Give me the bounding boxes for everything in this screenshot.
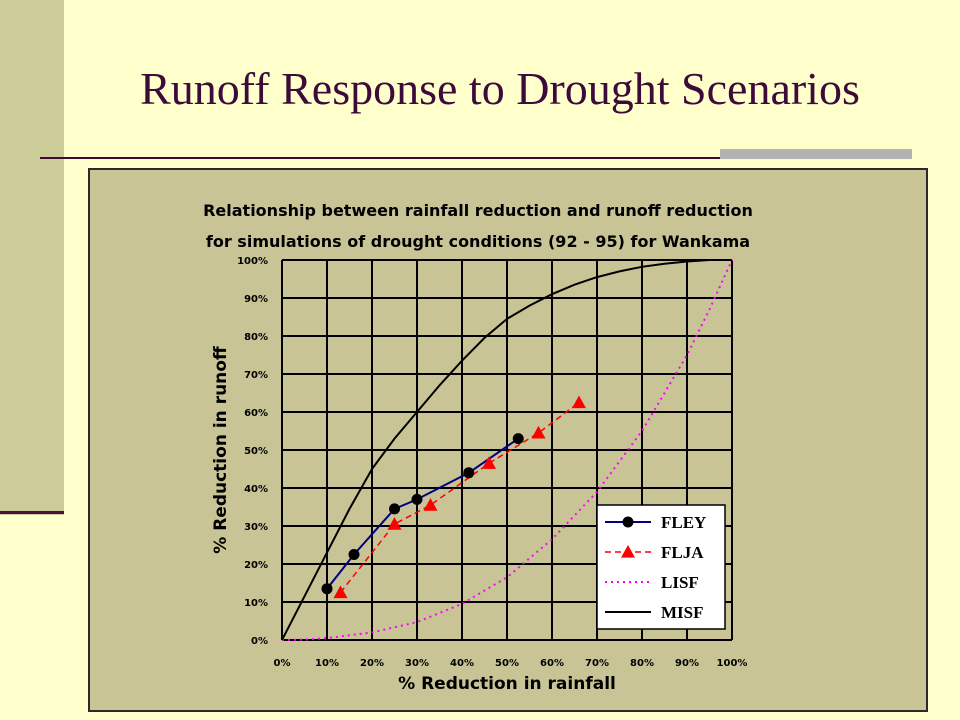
- x-tick-label: 100%: [717, 658, 748, 669]
- x-tick-label: 60%: [540, 658, 564, 669]
- x-tick-label: 10%: [315, 658, 339, 669]
- side-accent-line: [0, 511, 64, 514]
- series-misf-line: [281, 259, 732, 641]
- legend-fley-label: FLEY: [661, 513, 706, 532]
- series-fley-line: [326, 437, 519, 590]
- x-tick-label: 20%: [360, 658, 384, 669]
- y-tick-label: 60%: [244, 408, 268, 419]
- y-tick-label: 0%: [251, 636, 268, 647]
- legend-box: [596, 504, 726, 630]
- series-flja-point: [423, 498, 438, 511]
- legend-fley-marker: [622, 516, 634, 528]
- y-tick-label: 10%: [244, 598, 268, 609]
- y-tick-label: 80%: [244, 332, 268, 343]
- y-tick-label: 90%: [244, 294, 268, 305]
- series-flja-point: [482, 456, 496, 469]
- side-band: [0, 0, 64, 515]
- y-tick-label: 30%: [244, 522, 268, 533]
- y-tick-label: 70%: [244, 370, 268, 381]
- x-axis-label: % Reduction in rainfall: [398, 674, 616, 694]
- x-tick-label: 0%: [274, 658, 291, 669]
- series-fley-point: [389, 503, 400, 515]
- series-flja-point: [572, 395, 586, 409]
- x-tick-label: 40%: [450, 658, 474, 669]
- y-axis-label: % Reduction in runoff: [211, 346, 231, 554]
- legend-flja-label: FLJA: [661, 543, 704, 562]
- series-fley-point: [463, 467, 475, 479]
- series-flja-line: [339, 401, 580, 593]
- y-tick-label: 100%: [237, 256, 268, 267]
- series-fley-point: [411, 493, 423, 505]
- chart-title-line: Relationship between rainfall reduction …: [203, 201, 753, 220]
- series-fley-point: [321, 583, 333, 595]
- series-flja-point: [387, 517, 402, 530]
- x-tick-label: 70%: [585, 658, 609, 669]
- title-divider: [40, 157, 912, 159]
- x-tick-label: 90%: [675, 658, 699, 669]
- legend-misf-label: MISF: [661, 603, 704, 622]
- series-fley-point: [348, 549, 360, 560]
- slide-title: Runoff Response to Drought Scenarios: [140, 63, 860, 114]
- accent-bar: [720, 149, 912, 159]
- series-fley-point: [512, 433, 524, 445]
- series-flja-point: [531, 425, 546, 439]
- x-tick-label: 50%: [495, 658, 519, 669]
- x-tick-label: 80%: [630, 658, 654, 669]
- chart-title-line: for simulations of drought conditions (9…: [206, 232, 750, 251]
- y-tick-label: 40%: [244, 484, 268, 495]
- x-tick-label: 30%: [405, 658, 429, 669]
- series-flja-point: [333, 585, 348, 599]
- y-tick-label: 20%: [244, 560, 268, 571]
- y-tick-label: 50%: [244, 446, 268, 457]
- legend-flja-marker: [621, 545, 635, 558]
- legend-lisf-label: LISF: [661, 573, 699, 592]
- chart-svg: Relationship between rainfall reduction …: [203, 201, 753, 694]
